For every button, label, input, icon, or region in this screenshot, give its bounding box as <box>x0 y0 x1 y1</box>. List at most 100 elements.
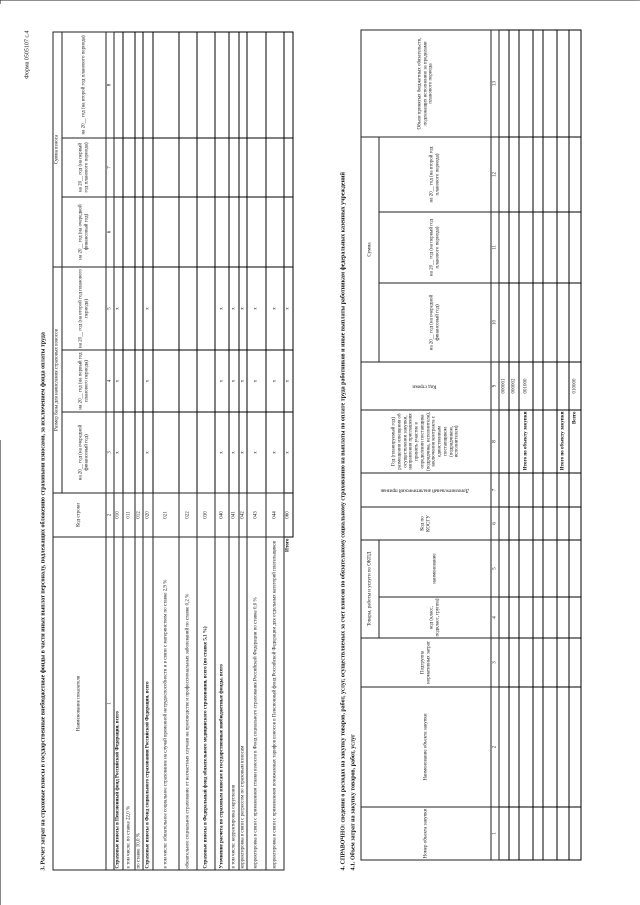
data-cell <box>532 637 543 687</box>
sum-cell <box>498 29 509 137</box>
sum-cell <box>532 29 543 137</box>
sum-value-cell <box>142 196 153 267</box>
base-value-mark: x <box>113 266 123 350</box>
section3-title: 3. Расчет затрат на страховые взносы в г… <box>40 331 46 870</box>
row-code: 030 <box>196 492 215 537</box>
header-extra: Дополнительный аналитический признак <box>360 472 491 507</box>
sum-value-cell <box>238 196 247 267</box>
row-code <box>556 361 569 410</box>
sum-cell <box>532 282 543 362</box>
sum-cell <box>498 211 509 283</box>
column-number: 2 <box>490 686 499 807</box>
header-base-y2: на 20__ год (на второй год планового пер… <box>61 266 106 350</box>
data-cell <box>508 539 519 597</box>
base-value-mark: x <box>283 349 293 412</box>
row-label: Итого по объекту закупки <box>518 409 533 473</box>
table-row: 000001 <box>498 29 509 860</box>
base-value-mark <box>134 411 143 493</box>
sum-value-cell <box>283 31 293 138</box>
sum-value-cell <box>214 196 229 267</box>
base-value-mark: x <box>214 349 229 412</box>
sum-cell <box>556 211 569 283</box>
row-code: 042 <box>238 492 247 537</box>
base-value-mark <box>134 266 143 350</box>
sum-value-cell <box>228 196 239 267</box>
row-code: 000002 <box>508 361 519 410</box>
data-cell <box>508 472 519 507</box>
header-code: Код строки <box>52 492 106 537</box>
data-cell <box>568 506 581 540</box>
data-cell <box>532 806 543 860</box>
data-cell <box>518 596 533 638</box>
data-cell <box>518 506 533 540</box>
row-code: 010000 <box>568 361 581 410</box>
column-number: 7 <box>490 472 499 507</box>
table-row: Страховые взносы в Пенсионный фонд Росси… <box>113 31 123 870</box>
data-cell <box>542 686 557 807</box>
data-cell <box>568 596 581 638</box>
row-label: по ставке 10,0 % <box>134 536 143 870</box>
sum-cell <box>518 211 533 283</box>
base-value-mark: x <box>238 266 247 350</box>
row-code: 020 <box>142 492 153 537</box>
sum-cell <box>542 136 557 212</box>
table-row: Итого по объекту закупки 001000 <box>518 29 533 860</box>
data-cell <box>556 806 569 860</box>
data-cell <box>532 596 543 638</box>
base-value-mark: x <box>228 411 239 493</box>
row-label: Страховые взносы в Фонд социального стра… <box>142 536 153 870</box>
table-row: Итого 060 x x x <box>283 31 293 869</box>
sum-cell <box>556 29 569 137</box>
row-label <box>498 409 509 473</box>
row-code <box>542 361 557 410</box>
sum-value-cell <box>113 137 123 197</box>
data-cell <box>568 539 581 597</box>
base-value-mark: x <box>246 349 266 412</box>
table-row: корректировка в связи с применением став… <box>246 31 266 870</box>
column-number: 6 <box>105 196 114 267</box>
column-number: 1 <box>105 536 114 870</box>
data-cell <box>542 539 557 597</box>
row-code: 001000 <box>518 361 533 410</box>
base-value-mark: x <box>142 411 153 493</box>
table-row <box>542 29 557 860</box>
table-row <box>532 29 543 860</box>
header-sum: Сумма <box>360 136 379 362</box>
data-cell <box>518 806 533 860</box>
sum-value-cell <box>228 137 239 197</box>
data-cell <box>556 472 569 507</box>
sum-cell <box>508 211 519 283</box>
sum-value-cell <box>283 196 293 267</box>
row-label: Всего <box>568 409 581 473</box>
sum-cell <box>532 136 543 212</box>
header-base: Размер базы для начисления страховых взн… <box>52 266 62 493</box>
sum-value-cell <box>214 31 229 138</box>
row-code: 000001 <box>498 361 509 410</box>
row-label: корректировка в связи с применением пони… <box>265 536 284 870</box>
data-cell <box>498 637 509 687</box>
data-cell <box>532 472 543 507</box>
section4-title: 4. СПРАВОЧНО: сведения о расходах на зак… <box>340 171 346 870</box>
data-cell <box>568 472 581 507</box>
data-cell <box>556 596 569 638</box>
header-code: Код строки <box>360 361 491 410</box>
sum-value-cell <box>283 137 293 197</box>
sum-cell <box>568 282 581 362</box>
base-value-mark: x <box>113 411 123 493</box>
sum-value-cell <box>265 137 284 197</box>
sum-cell <box>498 136 509 212</box>
data-cell <box>518 686 533 807</box>
base-value-mark <box>152 266 179 350</box>
header-sum-y1: на 20__ год (на первый год планового пер… <box>61 137 106 197</box>
base-value-mark: x <box>142 266 153 350</box>
base-value-mark: x <box>246 411 266 493</box>
table-row: в том числе: обязательное социальное стр… <box>152 31 179 870</box>
sum-cell <box>568 211 581 283</box>
column-number: 4 <box>105 349 114 412</box>
table-row: Уточнение расчета по страховым взносам в… <box>214 31 229 870</box>
row-code: 010 <box>113 492 123 537</box>
column-number: 1 <box>490 806 499 860</box>
sum-cell <box>508 136 519 212</box>
sum-value-cell <box>152 31 179 138</box>
column-number: 4 <box>490 596 499 638</box>
